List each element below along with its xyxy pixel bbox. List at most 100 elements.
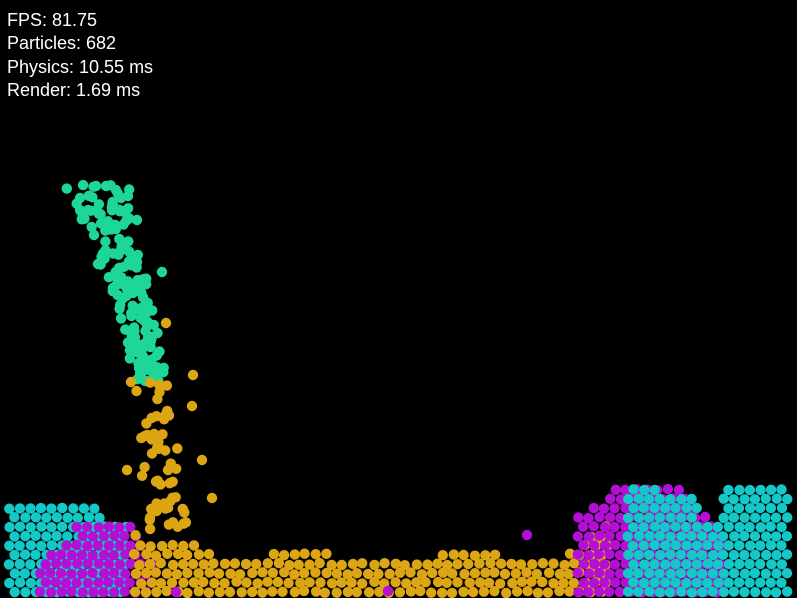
goo-particle	[594, 530, 605, 541]
water-particle	[728, 512, 739, 523]
goo-particle	[87, 531, 99, 542]
sand-particle	[394, 567, 406, 578]
water-particle	[776, 502, 788, 514]
sand-particle	[347, 558, 359, 570]
sand-particle	[351, 586, 362, 598]
water-particle	[681, 502, 692, 514]
goo-particle	[98, 530, 110, 542]
sand-particle	[241, 577, 252, 588]
water-particle	[739, 494, 750, 505]
water-particle	[728, 549, 740, 561]
fps-readout: FPS: 81.75	[7, 10, 98, 30]
goo-particle	[55, 568, 67, 579]
water-particle	[622, 568, 634, 579]
water-particle	[622, 512, 634, 524]
water-particle	[649, 521, 661, 532]
water-particle	[718, 568, 729, 579]
water-particle	[649, 484, 660, 496]
sand-particle	[229, 558, 241, 569]
slime-particle	[100, 225, 111, 236]
water-particle	[14, 540, 25, 551]
goo-particle	[50, 577, 61, 588]
goo-particle	[81, 521, 93, 533]
water-particle	[749, 512, 761, 523]
water-particle	[776, 577, 787, 588]
water-particle	[46, 522, 57, 533]
slime-particle	[158, 362, 169, 373]
sand-particle	[458, 549, 469, 561]
sand-particle	[213, 568, 225, 579]
sand-particle	[304, 577, 315, 588]
sand-particle	[295, 577, 306, 589]
goo-particle	[573, 512, 584, 523]
water-particle	[712, 521, 723, 533]
water-particle	[776, 559, 787, 570]
slime-particle	[156, 266, 168, 278]
sand-particle	[331, 568, 343, 579]
water-particle	[46, 540, 58, 551]
water-particle	[675, 586, 687, 597]
sand-particle	[178, 518, 189, 529]
goo-particle	[35, 568, 46, 579]
water-particle	[681, 577, 692, 589]
sand-particle	[141, 567, 152, 579]
water-particle	[702, 521, 713, 533]
sand-particle	[394, 587, 406, 598]
sand-particle	[405, 586, 417, 597]
water-particle	[781, 531, 793, 542]
sand-particle	[267, 586, 278, 597]
sand-particle	[399, 560, 410, 571]
water-particle	[718, 493, 729, 504]
water-particle	[665, 531, 676, 542]
sand-particle	[162, 502, 174, 513]
sand-particle	[411, 577, 422, 588]
goo-particle	[673, 484, 685, 496]
sand-particle	[170, 492, 181, 503]
slime-particle	[100, 236, 111, 247]
water-particle	[20, 512, 31, 523]
water-particle	[765, 540, 777, 551]
goo-particle	[108, 567, 120, 579]
water-particle	[62, 512, 73, 523]
sand-particle	[507, 578, 518, 589]
water-particle	[9, 549, 20, 561]
goo-particle	[588, 540, 600, 551]
sand-particle	[161, 568, 173, 579]
water-particle	[4, 540, 15, 551]
goo-particle	[583, 513, 594, 524]
water-particle	[696, 568, 708, 579]
water-particle	[56, 521, 68, 532]
sand-particle	[219, 578, 230, 589]
water-particle	[755, 502, 766, 514]
goo-particle	[60, 577, 72, 589]
sand-particle	[268, 548, 280, 560]
water-particle	[665, 549, 676, 560]
sand-particle	[187, 369, 199, 381]
goo-particle	[125, 521, 136, 533]
sand-particle	[374, 586, 385, 597]
sand-particle	[144, 514, 155, 525]
sand-particle	[247, 567, 258, 579]
sand-particle	[146, 577, 157, 588]
sand-particle	[298, 568, 310, 579]
sand-particle	[480, 550, 491, 561]
sand-particle	[390, 577, 401, 588]
water-particle	[639, 559, 650, 570]
goo-particle	[572, 567, 583, 579]
goo-particle	[610, 577, 621, 588]
sand-particle	[464, 577, 475, 588]
sand-particle	[177, 559, 189, 570]
slime-particle	[92, 258, 104, 270]
water-particle	[83, 512, 95, 523]
sand-particle	[141, 418, 152, 429]
sand-particle	[293, 559, 304, 570]
water-particle	[749, 531, 761, 542]
render-time-readout: Render: 1.69 ms	[7, 79, 141, 100]
water-particle	[713, 540, 724, 551]
sand-particle	[321, 567, 332, 579]
water-particle	[745, 540, 756, 551]
sand-particle	[172, 443, 183, 454]
water-particle	[760, 531, 772, 542]
sand-particle	[554, 585, 565, 597]
